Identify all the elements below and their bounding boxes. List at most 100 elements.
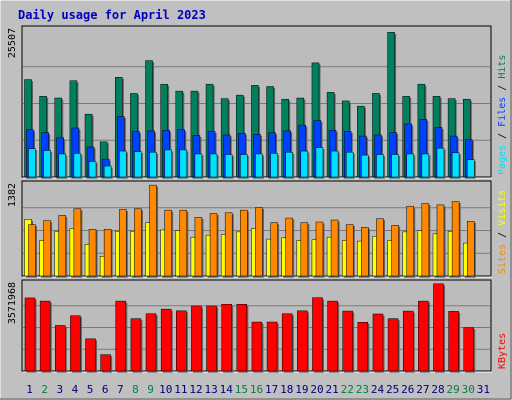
x-tick-label-day-23: 23 bbox=[356, 383, 369, 396]
bar-sites-day-3 bbox=[58, 215, 67, 277]
bar-kbytes-day-22 bbox=[342, 310, 353, 372]
bar-pages-day-2 bbox=[43, 150, 51, 178]
x-tick-label-day-17: 17 bbox=[265, 383, 278, 396]
bar-pages-day-23 bbox=[361, 154, 369, 178]
x-tick-label-day-1: 1 bbox=[26, 383, 33, 396]
chart-panels: 25507 Pages / Files / Hits 1382 Sites / Vis… bbox=[7, 25, 508, 373]
bar-pages-day-18 bbox=[285, 151, 293, 178]
legend-pages: Pages bbox=[497, 145, 508, 175]
bar-sites-day-1 bbox=[28, 224, 36, 277]
y-max-label: 1382 bbox=[7, 183, 18, 207]
bar-pages-day-29 bbox=[451, 152, 460, 178]
series-legend: Sites / Visits bbox=[497, 190, 508, 274]
bar-kbytes-day-3 bbox=[55, 325, 66, 372]
bar-sites-day-18 bbox=[285, 217, 293, 277]
bar-sites-day-26 bbox=[406, 205, 414, 277]
bar-kbytes-day-11 bbox=[176, 310, 187, 372]
bar-kbytes-day-19 bbox=[297, 310, 308, 372]
bar-pages-day-26 bbox=[406, 153, 414, 178]
x-tick-label-day-2: 2 bbox=[41, 383, 48, 396]
bar-pages-day-17 bbox=[270, 153, 278, 178]
bar-pages-day-4 bbox=[73, 153, 82, 178]
legend-visits: Visits bbox=[497, 190, 508, 226]
legend-separator: / bbox=[497, 226, 508, 244]
x-tick-label-day-12: 12 bbox=[189, 383, 202, 396]
bar-sites-day-8 bbox=[134, 208, 142, 277]
x-tick-label-day-9: 9 bbox=[147, 383, 154, 396]
bar-sites-day-9 bbox=[149, 184, 157, 277]
bar-pages-day-10 bbox=[164, 149, 172, 178]
bars bbox=[24, 32, 476, 179]
x-tick-label-day-22: 22 bbox=[341, 383, 354, 396]
bar-sites-day-6 bbox=[103, 228, 112, 277]
bar-kbytes-day-18 bbox=[281, 313, 293, 372]
bar-kbytes-day-17 bbox=[266, 321, 278, 372]
x-tick-label-day-27: 27 bbox=[416, 383, 429, 396]
series-legend: Pages / Files / Hits bbox=[497, 55, 508, 175]
panel-visits-sites: 1382 Sites / Visits bbox=[7, 180, 508, 278]
chart-title: Daily usage for April 2023 bbox=[18, 8, 206, 22]
x-tick-label-day-20: 20 bbox=[310, 383, 323, 396]
bar-pages-day-21 bbox=[330, 150, 339, 178]
bars bbox=[24, 184, 476, 278]
legend-files: Files bbox=[497, 97, 508, 127]
bar-pages-day-15 bbox=[240, 154, 248, 178]
bar-pages-day-16 bbox=[255, 153, 263, 178]
y-max-label: 3571968 bbox=[7, 282, 18, 324]
bar-kbytes-day-6 bbox=[100, 354, 111, 372]
bar-kbytes-day-21 bbox=[327, 300, 338, 372]
bar-sites-day-15 bbox=[240, 209, 248, 277]
bar-pages-day-3 bbox=[58, 153, 67, 178]
x-tick-label-day-26: 26 bbox=[401, 383, 414, 396]
bar-sites-day-14 bbox=[224, 212, 233, 277]
bar-kbytes-day-13 bbox=[206, 305, 217, 372]
bar-kbytes-day-5 bbox=[85, 338, 96, 372]
bar-pages-day-9 bbox=[149, 151, 157, 178]
legend-hits: Hits bbox=[497, 55, 508, 79]
bar-pages-day-8 bbox=[134, 151, 142, 178]
legend-sites: Sites bbox=[497, 244, 508, 274]
bar-sites-day-28 bbox=[436, 204, 445, 277]
x-tick-label-day-5: 5 bbox=[87, 383, 94, 396]
bar-pages-day-1 bbox=[28, 148, 36, 178]
bar-sites-day-17 bbox=[270, 222, 278, 277]
bar-sites-day-30 bbox=[466, 221, 475, 277]
bar-sites-day-4 bbox=[73, 208, 82, 277]
x-tick-label-day-11: 11 bbox=[174, 383, 187, 396]
x-tick-label-day-16: 16 bbox=[250, 383, 263, 396]
bar-kbytes-day-24 bbox=[372, 313, 384, 372]
bar-pages-day-5 bbox=[88, 161, 97, 178]
x-tick-label-day-25: 25 bbox=[386, 383, 399, 396]
series-legend: KBytes bbox=[497, 333, 508, 369]
bar-kbytes-day-30 bbox=[463, 327, 474, 372]
bar-sites-day-19 bbox=[300, 222, 309, 277]
bar-kbytes-day-1 bbox=[24, 297, 36, 372]
bar-sites-day-5 bbox=[88, 228, 97, 277]
x-tick-label-day-19: 19 bbox=[295, 383, 308, 396]
bar-pages-day-24 bbox=[376, 154, 384, 178]
bar-kbytes-day-20 bbox=[312, 297, 323, 372]
x-tick-label-day-6: 6 bbox=[102, 383, 109, 396]
x-tick-label-day-8: 8 bbox=[132, 383, 139, 396]
bar-sites-day-13 bbox=[209, 213, 218, 277]
x-tick-label-day-31: 31 bbox=[477, 383, 490, 396]
bar-kbytes-day-14 bbox=[221, 304, 232, 372]
bar-sites-day-21 bbox=[330, 219, 339, 277]
bar-pages-day-20 bbox=[315, 147, 324, 178]
bar-kbytes-day-2 bbox=[39, 300, 51, 372]
legend-separator: / bbox=[497, 127, 508, 145]
bar-kbytes-day-23 bbox=[357, 322, 369, 372]
legend-separator: / bbox=[497, 79, 508, 97]
bar-sites-day-22 bbox=[345, 224, 354, 277]
bar-sites-day-10 bbox=[164, 209, 172, 277]
bar-kbytes-day-27 bbox=[418, 300, 429, 372]
bar-pages-day-28 bbox=[436, 147, 445, 178]
bar-sites-day-25 bbox=[391, 225, 399, 277]
x-tick-label-day-28: 28 bbox=[431, 383, 444, 396]
bar-pages-day-13 bbox=[209, 153, 218, 178]
bar-sites-day-20 bbox=[315, 221, 324, 277]
bar-sites-day-7 bbox=[119, 209, 127, 277]
x-tick-label-day-15: 15 bbox=[235, 383, 248, 396]
x-tick-label-day-21: 21 bbox=[326, 383, 339, 396]
